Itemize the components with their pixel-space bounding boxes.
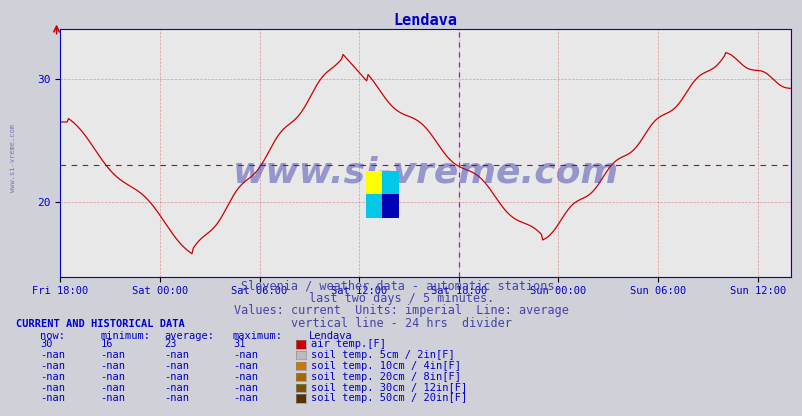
Text: 31: 31 <box>233 339 245 349</box>
Text: 16: 16 <box>100 339 113 349</box>
Text: www.si-vreme.com: www.si-vreme.com <box>233 156 618 190</box>
Text: 30: 30 <box>40 339 53 349</box>
Text: Lendava: Lendava <box>309 331 352 341</box>
Text: -nan: -nan <box>164 372 189 382</box>
Text: maximum:: maximum: <box>233 331 282 341</box>
Text: -nan: -nan <box>164 383 189 393</box>
Text: -nan: -nan <box>164 394 189 404</box>
Text: www.si-vreme.com: www.si-vreme.com <box>10 124 16 192</box>
Text: -nan: -nan <box>40 383 65 393</box>
Text: -nan: -nan <box>40 361 65 371</box>
Text: soil temp. 10cm / 4in[F]: soil temp. 10cm / 4in[F] <box>310 361 460 371</box>
Text: -nan: -nan <box>40 394 65 404</box>
Text: -nan: -nan <box>100 394 125 404</box>
Text: soil temp. 20cm / 8in[F]: soil temp. 20cm / 8in[F] <box>310 372 460 382</box>
Text: air temp.[F]: air temp.[F] <box>310 339 385 349</box>
Text: -nan: -nan <box>40 372 65 382</box>
Text: soil temp. 50cm / 20in[F]: soil temp. 50cm / 20in[F] <box>310 394 467 404</box>
Text: -nan: -nan <box>40 350 65 360</box>
Text: -nan: -nan <box>233 372 257 382</box>
Text: -nan: -nan <box>233 361 257 371</box>
Text: -nan: -nan <box>233 383 257 393</box>
Text: -nan: -nan <box>100 361 125 371</box>
Text: CURRENT AND HISTORICAL DATA: CURRENT AND HISTORICAL DATA <box>16 319 184 329</box>
Text: now:: now: <box>40 331 65 341</box>
Text: average:: average: <box>164 331 214 341</box>
Text: -nan: -nan <box>100 383 125 393</box>
Text: -nan: -nan <box>100 372 125 382</box>
Title: Lendava: Lendava <box>393 13 457 28</box>
Text: -nan: -nan <box>233 394 257 404</box>
Text: -nan: -nan <box>100 350 125 360</box>
Text: soil temp. 5cm / 2in[F]: soil temp. 5cm / 2in[F] <box>310 350 454 360</box>
Text: -nan: -nan <box>164 350 189 360</box>
Text: -nan: -nan <box>233 350 257 360</box>
Text: -nan: -nan <box>164 361 189 371</box>
Text: last two days / 5 minutes.: last two days / 5 minutes. <box>309 292 493 305</box>
Text: minimum:: minimum: <box>100 331 150 341</box>
Text: soil temp. 30cm / 12in[F]: soil temp. 30cm / 12in[F] <box>310 383 467 393</box>
Text: Values: current  Units: imperial  Line: average: Values: current Units: imperial Line: av… <box>233 304 569 317</box>
Text: 23: 23 <box>164 339 177 349</box>
Text: vertical line - 24 hrs  divider: vertical line - 24 hrs divider <box>290 317 512 329</box>
Text: Slovenia / weather data - automatic stations.: Slovenia / weather data - automatic stat… <box>241 279 561 292</box>
